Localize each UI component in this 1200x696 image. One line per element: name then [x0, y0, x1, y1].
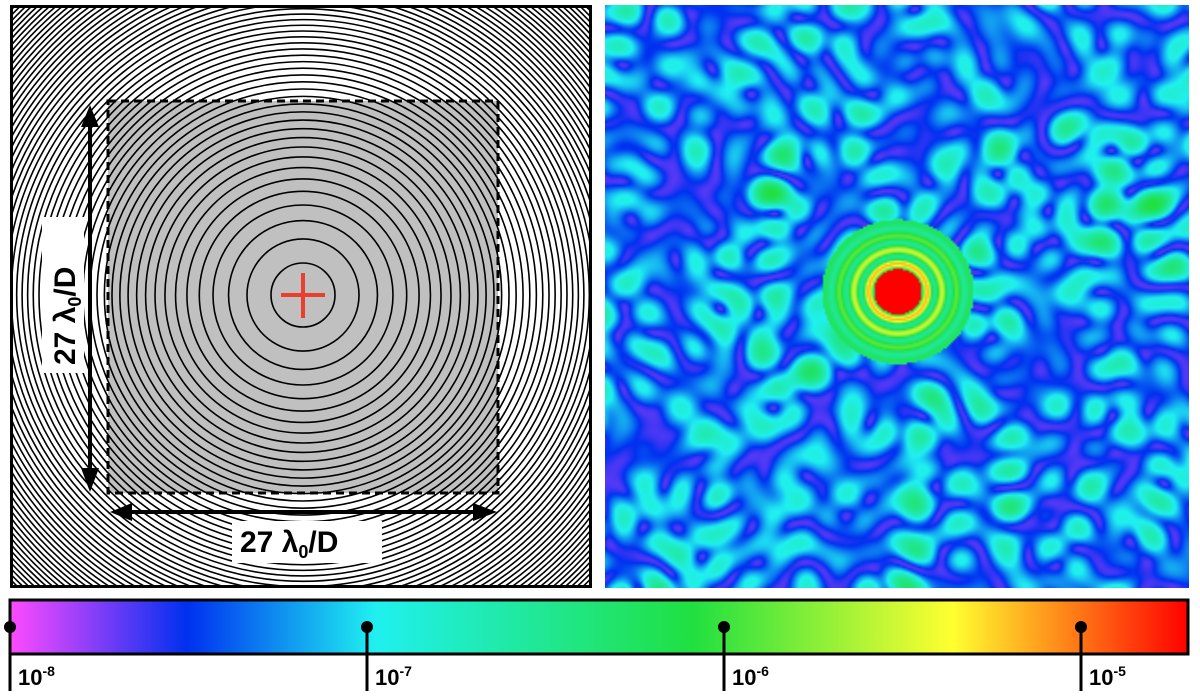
svg-text:27 λ0/D: 27 λ0/D [49, 267, 85, 365]
ring [186, 178, 420, 412]
ring [154, 146, 452, 444]
ring [144, 136, 462, 454]
ring [198, 190, 408, 400]
left-panel-frame [10, 5, 592, 588]
ring [270, 262, 336, 328]
ring [174, 166, 432, 424]
ring [21, 13, 585, 577]
horizontal-dimension-label: 27 λ0/D [232, 521, 382, 563]
colorbar: 10-8 10-7 10-6 10-5 [4, 598, 1190, 691]
dark-hole-border [106, 99, 500, 495]
ring [127, 119, 479, 471]
colorbar-tick-label: 10-6 [732, 663, 769, 690]
ring [96, 88, 510, 502]
colorbar-gradient [8, 598, 1190, 656]
horizontal-dimension-arrow [110, 503, 497, 521]
ring [246, 238, 360, 352]
ring [32, 24, 574, 566]
vertical-dimension-label: 27 λ0/D [42, 217, 85, 373]
speckle-intensity-image [605, 5, 1189, 588]
colorbar-tick-label: 10-8 [18, 663, 55, 690]
ring [111, 103, 495, 487]
colorbar-tick-label: 10-5 [1089, 663, 1126, 690]
ring [227, 219, 379, 371]
ring [119, 111, 487, 479]
inner-rings [108, 101, 498, 493]
ring [135, 127, 471, 463]
colorbar-tick-label: 10-7 [375, 663, 412, 690]
ring [164, 156, 442, 434]
speckle-canvas [605, 5, 1189, 588]
center-marker [281, 273, 325, 318]
ring [26, 18, 580, 572]
ring-pattern-panel: 27 λ0/D 27 λ0/D [10, 5, 592, 588]
svg-text:27 λ0/D: 27 λ0/D [240, 526, 338, 562]
vertical-dimension-arrow [81, 105, 99, 492]
ring [212, 204, 394, 386]
